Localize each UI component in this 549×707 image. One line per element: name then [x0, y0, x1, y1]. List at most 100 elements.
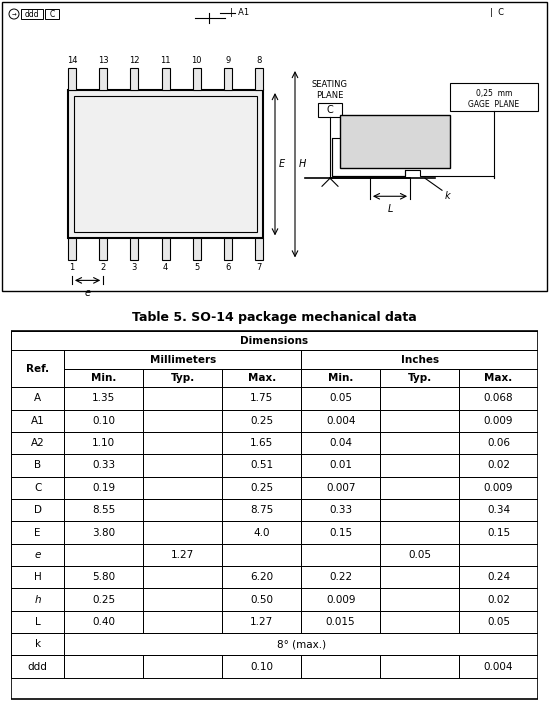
Bar	[11, 332, 538, 351]
Text: 0.25: 0.25	[250, 416, 273, 426]
Text: 0,25  mm: 0,25 mm	[476, 88, 512, 98]
Bar	[301, 566, 380, 588]
Text: k: k	[445, 192, 451, 201]
Bar	[459, 454, 538, 477]
Text: k: k	[35, 639, 41, 649]
Bar	[459, 655, 538, 678]
Bar	[11, 387, 64, 409]
Bar	[143, 432, 222, 454]
Bar	[143, 544, 222, 566]
Bar	[11, 409, 64, 432]
Bar	[193, 238, 201, 260]
Bar	[143, 369, 222, 387]
Text: 0.10: 0.10	[250, 662, 273, 672]
Bar	[255, 68, 263, 90]
Text: C: C	[34, 483, 41, 493]
Bar	[380, 477, 459, 499]
Text: Table 5. SO-14 package mechanical data: Table 5. SO-14 package mechanical data	[132, 311, 417, 324]
Bar	[380, 544, 459, 566]
Text: Min.: Min.	[91, 373, 116, 383]
Bar	[459, 369, 538, 387]
Text: C: C	[49, 9, 54, 18]
Bar	[11, 351, 64, 387]
Text: 0.05: 0.05	[408, 550, 431, 560]
Text: Typ.: Typ.	[171, 373, 195, 383]
Bar	[68, 68, 76, 90]
Bar	[301, 351, 538, 369]
Bar	[301, 454, 380, 477]
Text: 1: 1	[69, 264, 75, 272]
Bar	[222, 409, 301, 432]
Text: 4.0: 4.0	[254, 527, 270, 537]
Text: 0.50: 0.50	[250, 595, 273, 604]
Bar	[224, 68, 232, 90]
Text: H: H	[299, 159, 306, 169]
Bar	[459, 544, 538, 566]
Text: A1: A1	[31, 416, 44, 426]
Bar	[222, 432, 301, 454]
Text: 8.55: 8.55	[92, 505, 115, 515]
Polygon shape	[340, 115, 450, 168]
Bar	[11, 655, 64, 678]
Text: L: L	[387, 204, 393, 214]
Bar	[143, 387, 222, 409]
Bar	[74, 96, 257, 233]
Text: 0.06: 0.06	[487, 438, 510, 448]
Bar	[459, 566, 538, 588]
Text: E: E	[35, 527, 41, 537]
Text: 0.40: 0.40	[92, 617, 115, 627]
Bar	[380, 387, 459, 409]
Bar	[21, 9, 43, 19]
Bar	[255, 238, 263, 260]
Text: 10: 10	[192, 56, 202, 65]
Bar	[64, 521, 143, 544]
Bar	[64, 387, 143, 409]
Text: 8° (max.): 8° (max.)	[277, 639, 326, 649]
Text: 1.35: 1.35	[92, 393, 115, 404]
Text: 1.10: 1.10	[92, 438, 115, 448]
Bar	[222, 387, 301, 409]
Bar	[64, 454, 143, 477]
Text: 0.33: 0.33	[329, 505, 352, 515]
Bar	[143, 409, 222, 432]
Bar	[11, 477, 64, 499]
Bar	[45, 9, 59, 19]
Text: D: D	[33, 505, 42, 515]
Bar	[143, 655, 222, 678]
Bar	[64, 369, 143, 387]
Text: 2: 2	[100, 264, 106, 272]
Text: 0.009: 0.009	[326, 595, 355, 604]
Text: ddd: ddd	[25, 9, 40, 18]
Text: Millimeters: Millimeters	[150, 355, 216, 365]
Bar	[11, 432, 64, 454]
Bar	[222, 588, 301, 611]
Text: 0.04: 0.04	[329, 438, 352, 448]
Bar	[143, 477, 222, 499]
Bar	[64, 566, 143, 588]
Text: Ref.: Ref.	[26, 364, 49, 374]
Bar	[380, 409, 459, 432]
Bar	[380, 611, 459, 633]
Text: 5.80: 5.80	[92, 572, 115, 583]
Text: H: H	[34, 572, 42, 583]
Text: B: B	[34, 460, 41, 470]
Bar	[301, 351, 538, 369]
Text: 0.015: 0.015	[326, 617, 355, 627]
Text: PLANE: PLANE	[316, 91, 344, 100]
Bar	[222, 477, 301, 499]
Text: 0.02: 0.02	[487, 595, 510, 604]
Text: Dimensions: Dimensions	[240, 336, 309, 346]
Text: 0.51: 0.51	[250, 460, 273, 470]
Text: |  A1: | A1	[230, 8, 249, 17]
Bar	[450, 83, 538, 111]
Text: 0.068: 0.068	[484, 393, 513, 404]
Bar	[64, 432, 143, 454]
Bar	[64, 588, 143, 611]
Bar	[143, 521, 222, 544]
Bar	[143, 588, 222, 611]
Text: h: h	[35, 595, 41, 604]
Text: SEATING: SEATING	[312, 80, 348, 89]
Bar	[222, 655, 301, 678]
Bar	[459, 499, 538, 521]
Bar	[99, 68, 107, 90]
